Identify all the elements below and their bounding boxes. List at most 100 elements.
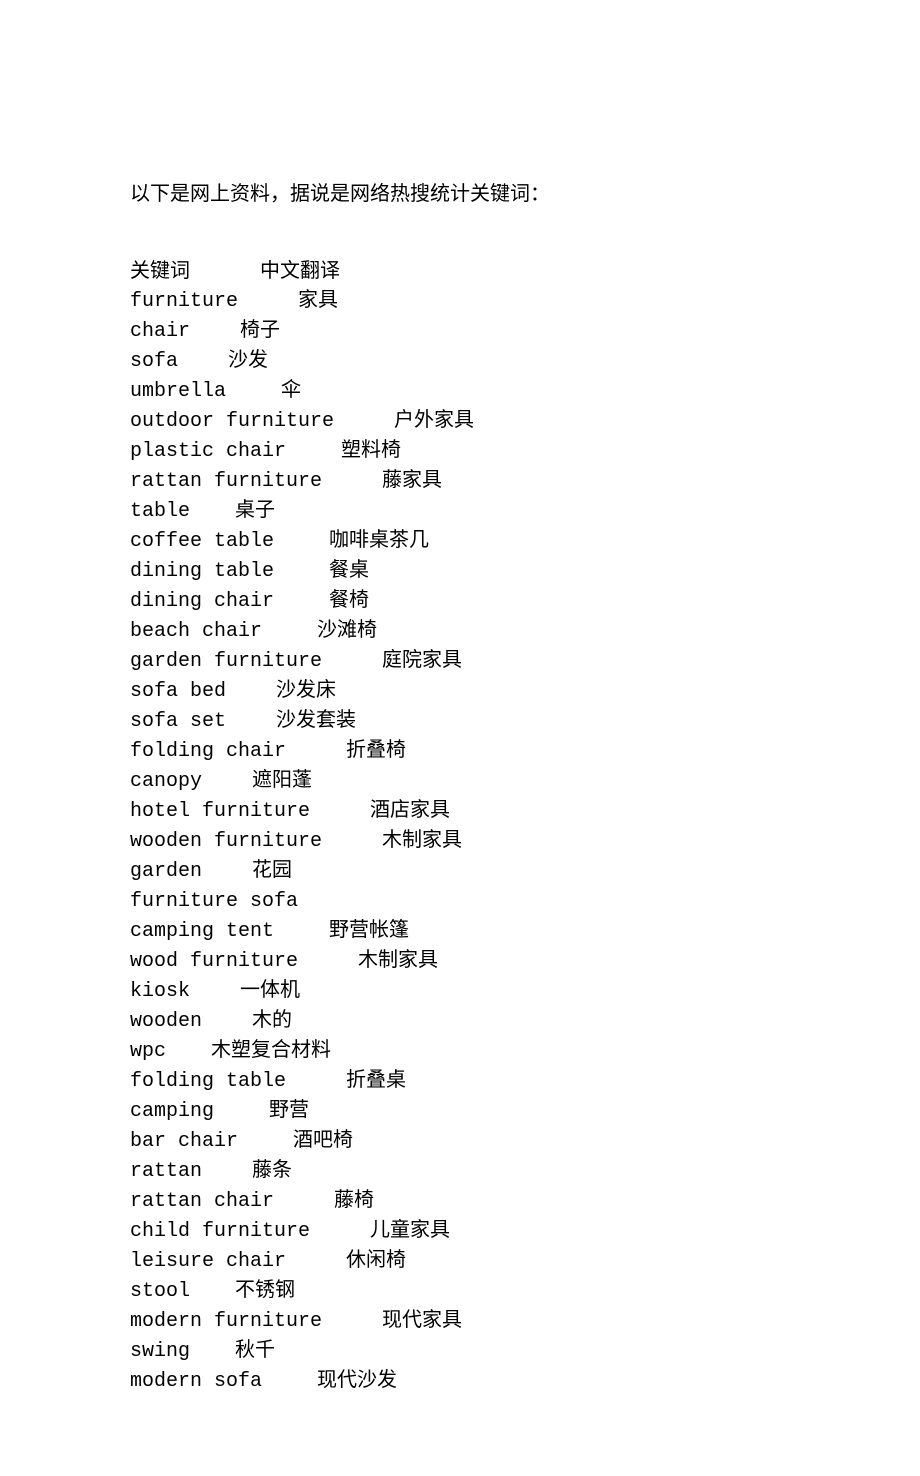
translation-cell: 休闲椅 — [346, 1249, 406, 1271]
table-row: chair 椅子 — [130, 316, 790, 346]
table-row: wpc 木塑复合材料 — [130, 1036, 790, 1066]
translation-cell: 折叠椅 — [346, 739, 406, 761]
table-row: bar chair 酒吧椅 — [130, 1126, 790, 1156]
keyword-cell: wooden furniture — [130, 830, 322, 853]
keyword-cell: folding table — [130, 1070, 286, 1093]
translation-cell: 一体机 — [240, 979, 300, 1001]
table-row: child furniture 儿童家具 — [130, 1216, 790, 1246]
keyword-cell: folding chair — [130, 740, 286, 763]
translation-cell: 家具 — [298, 289, 338, 311]
keyword-cell: garden furniture — [130, 650, 322, 673]
table-row: wood furniture 木制家具 — [130, 946, 790, 976]
keyword-cell: coffee table — [130, 530, 274, 553]
translation-cell: 秋千 — [235, 1339, 275, 1361]
translation-cell: 沙发床 — [276, 679, 336, 701]
keyword-cell: camping tent — [130, 920, 274, 943]
keyword-cell: dining chair — [130, 590, 274, 613]
keyword-cell: camping — [130, 1100, 214, 1123]
keyword-cell: garden — [130, 860, 202, 883]
keyword-cell: plastic chair — [130, 440, 286, 463]
table-row: furniture 家具 — [130, 286, 790, 316]
keyword-cell: sofa bed — [130, 680, 226, 703]
translation-cell: 现代家具 — [382, 1309, 462, 1331]
table-row: garden 花园 — [130, 856, 790, 886]
translation-cell: 沙发 — [228, 349, 268, 371]
translation-cell: 咖啡桌茶几 — [329, 529, 429, 551]
keyword-cell: modern sofa — [130, 1370, 262, 1393]
keyword-cell: child furniture — [130, 1220, 310, 1243]
translation-cell: 藤条 — [252, 1159, 292, 1181]
table-row: rattan 藤条 — [130, 1156, 790, 1186]
translation-cell: 伞 — [281, 379, 301, 401]
keyword-cell: wood furniture — [130, 950, 298, 973]
table-row: camping tent 野营帐篷 — [130, 916, 790, 946]
keyword-cell: dining table — [130, 560, 274, 583]
table-row: wooden 木的 — [130, 1006, 790, 1036]
table-row: modern sofa 现代沙发 — [130, 1366, 790, 1396]
document-page: 以下是网上资料，据说是网络热搜统计关键词： 关键词 中文翻译 furniture… — [0, 0, 920, 1476]
table-header-row: 关键词 中文翻译 — [130, 257, 790, 286]
translation-cell: 折叠桌 — [346, 1069, 406, 1091]
table-row: leisure chair 休闲椅 — [130, 1246, 790, 1276]
translation-cell: 花园 — [252, 859, 292, 881]
keyword-cell: hotel furniture — [130, 800, 310, 823]
translation-cell: 野营帐篷 — [329, 919, 409, 941]
table-row: hotel furniture 酒店家具 — [130, 796, 790, 826]
keyword-cell: sofa set — [130, 710, 226, 733]
translation-cell: 椅子 — [240, 319, 280, 341]
header-keyword: 关键词 — [130, 260, 190, 282]
translation-cell: 儿童家具 — [370, 1219, 450, 1241]
translation-cell: 木塑复合材料 — [211, 1039, 331, 1061]
table-row: sofa bed 沙发床 — [130, 676, 790, 706]
translation-cell: 户外家具 — [394, 409, 474, 431]
translation-cell: 不锈钢 — [235, 1279, 295, 1301]
keyword-cell: rattan chair — [130, 1190, 274, 1213]
translation-cell: 塑料椅 — [341, 439, 401, 461]
header-translation: 中文翻译 — [260, 260, 340, 282]
table-row: dining table 餐桌 — [130, 556, 790, 586]
intro-text: 以下是网上资料，据说是网络热搜统计关键词： — [130, 180, 790, 209]
translation-cell: 酒店家具 — [370, 799, 450, 821]
keyword-cell: wooden — [130, 1010, 202, 1033]
table-row: outdoor furniture 户外家具 — [130, 406, 790, 436]
keyword-cell: sofa — [130, 350, 178, 373]
table-row: dining chair 餐椅 — [130, 586, 790, 616]
keyword-cell: furniture — [130, 290, 238, 313]
keyword-cell: modern furniture — [130, 1310, 322, 1333]
translation-cell: 现代沙发 — [317, 1369, 397, 1391]
table-row: sofa set 沙发套装 — [130, 706, 790, 736]
keyword-cell: chair — [130, 320, 190, 343]
table-row: canopy 遮阳蓬 — [130, 766, 790, 796]
keyword-list: furniture 家具chair 椅子sofa 沙发umbrella 伞out… — [130, 286, 790, 1396]
translation-cell: 沙滩椅 — [317, 619, 377, 641]
table-row: folding table 折叠桌 — [130, 1066, 790, 1096]
translation-cell: 餐椅 — [329, 589, 369, 611]
table-row: coffee table 咖啡桌茶几 — [130, 526, 790, 556]
table-row: plastic chair 塑料椅 — [130, 436, 790, 466]
keyword-cell: umbrella — [130, 380, 226, 403]
table-row: kiosk 一体机 — [130, 976, 790, 1006]
table-row: sofa 沙发 — [130, 346, 790, 376]
keyword-cell: swing — [130, 1340, 190, 1363]
table-row: wooden furniture 木制家具 — [130, 826, 790, 856]
translation-cell: 藤家具 — [382, 469, 442, 491]
table-row: rattan chair 藤椅 — [130, 1186, 790, 1216]
table-row: table 桌子 — [130, 496, 790, 526]
translation-cell: 藤椅 — [334, 1189, 374, 1211]
keyword-cell: kiosk — [130, 980, 190, 1003]
translation-cell: 野营 — [269, 1099, 309, 1121]
table-row: camping 野营 — [130, 1096, 790, 1126]
keyword-cell: rattan furniture — [130, 470, 322, 493]
translation-cell: 木制家具 — [358, 949, 438, 971]
translation-cell: 木制家具 — [382, 829, 462, 851]
table-row: folding chair 折叠椅 — [130, 736, 790, 766]
keyword-cell: outdoor furniture — [130, 410, 334, 433]
keyword-cell: bar chair — [130, 1130, 238, 1153]
translation-cell: 木的 — [252, 1009, 292, 1031]
table-row: garden furniture 庭院家具 — [130, 646, 790, 676]
translation-cell: 酒吧椅 — [293, 1129, 353, 1151]
keyword-cell: furniture sofa — [130, 890, 298, 913]
keyword-cell: rattan — [130, 1160, 202, 1183]
table-row: furniture sofa — [130, 886, 790, 916]
translation-cell: 庭院家具 — [382, 649, 462, 671]
